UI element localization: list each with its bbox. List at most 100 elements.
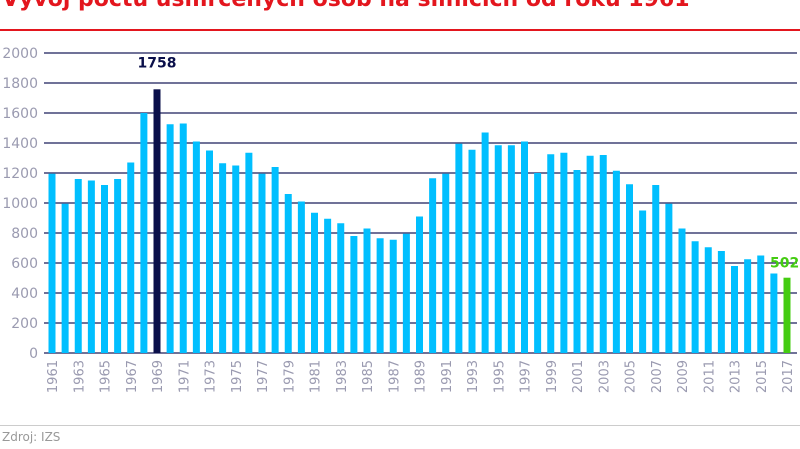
data-label-1969: 1758 [138, 55, 177, 71]
bar-2013 [731, 266, 738, 353]
bar-1977 [258, 173, 266, 353]
bar-1967 [127, 162, 135, 353]
x-tick-label: 2013 [729, 360, 744, 393]
bar-1961 [48, 173, 56, 353]
bar-1983 [337, 223, 345, 353]
bar-1972 [192, 141, 200, 353]
bar-1994 [481, 132, 489, 353]
y-tick-label: 600 [11, 256, 38, 272]
y-tick-label: 200 [11, 316, 38, 332]
x-tick-label: 1997 [519, 360, 534, 393]
x-tick-label: 1973 [204, 360, 219, 393]
x-tick-label: 1985 [361, 360, 376, 393]
bar-1992 [455, 143, 463, 353]
x-tick-label: 1979 [282, 360, 297, 393]
bar-1973 [206, 150, 213, 353]
bar-2002 [586, 155, 594, 353]
bar-1981 [311, 212, 318, 353]
x-tick-label: 1969 [151, 360, 166, 393]
x-tick-label: 2017 [781, 360, 796, 393]
y-tick-label: 1600 [2, 106, 38, 122]
bar-2000 [560, 152, 568, 353]
source-note: Zdroj: IZS [2, 430, 61, 444]
bar-1989 [416, 216, 423, 353]
bar-2001 [573, 170, 581, 353]
x-tick-label: 1989 [414, 360, 429, 393]
bar-1987 [389, 239, 397, 353]
bar-2006 [639, 210, 647, 353]
bar-2014 [744, 259, 752, 353]
bar-1982 [324, 218, 332, 353]
bar-1969 [153, 89, 161, 354]
bar-1998 [534, 173, 542, 353]
bar-1995 [494, 145, 502, 353]
x-tick-label: 1991 [440, 360, 455, 393]
bar-1962 [61, 203, 69, 353]
bar-1970 [166, 124, 174, 353]
x-tick-label: 2007 [650, 360, 665, 393]
x-tick-label: 1971 [177, 360, 192, 393]
bar-2012 [717, 251, 725, 353]
bar-2011 [704, 247, 712, 353]
x-tick-label: 1961 [46, 360, 61, 393]
bar-1985 [363, 228, 371, 353]
bar-1964 [87, 180, 95, 353]
bar-2010 [691, 241, 699, 353]
footer-divider [0, 425, 800, 426]
bar-1984 [350, 236, 358, 353]
bar-1986 [376, 238, 384, 353]
x-tick-label: 1967 [125, 360, 140, 393]
y-tick-label: 800 [11, 226, 38, 242]
x-tick-label: 1977 [256, 360, 271, 393]
x-tick-label: 1981 [309, 360, 324, 393]
bar-1996 [507, 145, 515, 353]
bar-1999 [547, 154, 555, 353]
x-tick-label: 1995 [492, 360, 507, 393]
x-tick-label: 2015 [755, 360, 770, 393]
bar-1966 [114, 179, 122, 353]
bar-1978 [271, 167, 279, 353]
data-label-2017: 502 [770, 256, 799, 272]
bar-1974 [219, 163, 227, 353]
y-tick-label: 1000 [2, 196, 38, 212]
x-tick-label: 2009 [676, 360, 691, 393]
bar-1993 [468, 149, 476, 353]
bar-chart: 0 200 400 600 800 1000 1200 1400 1600 1800 2000 196… [2, 46, 799, 393]
y-tick-label: 2000 [2, 46, 38, 62]
bar-2008 [665, 203, 673, 353]
x-tick-label: 2001 [571, 360, 586, 393]
y-tick-label: 1800 [2, 76, 38, 92]
y-tick-label: 0 [29, 346, 38, 362]
chart-title: Vývoj počtu usmrcených osob na silnicích… [2, 0, 690, 12]
y-tick-label: 400 [11, 286, 38, 302]
title-underline [0, 29, 800, 31]
x-tick-label: 1983 [335, 360, 350, 393]
x-tick-label: 1993 [466, 360, 481, 393]
y-tick-label: 1200 [2, 166, 38, 182]
x-tick-label: 2011 [702, 360, 717, 393]
bar-2009 [678, 228, 686, 353]
bar-1980 [297, 201, 305, 353]
bar-1965 [101, 185, 108, 353]
x-tick-label: 1965 [99, 360, 114, 393]
bar-2003 [599, 155, 607, 353]
bar-1963 [74, 179, 82, 353]
bar-1976 [245, 152, 253, 353]
bar-1975 [232, 165, 240, 353]
bar-2005 [626, 184, 633, 353]
bar-1990 [429, 178, 437, 353]
bar-2004 [612, 170, 620, 353]
x-tick-label: 1975 [230, 360, 245, 393]
bar-2016 [770, 273, 778, 353]
y-tick-label: 1400 [2, 136, 38, 152]
x-tick-label: 1987 [387, 360, 402, 393]
bar-2017 [783, 277, 791, 353]
x-tick-label: 1963 [72, 360, 87, 393]
x-tick-label: 2005 [624, 360, 639, 393]
bar-2007 [652, 185, 660, 353]
bar-1968 [140, 113, 148, 353]
x-tick-label: 1999 [545, 360, 560, 393]
x-tick-label: 2003 [597, 360, 612, 393]
bar-1971 [179, 123, 187, 353]
bar-1991 [442, 173, 450, 353]
